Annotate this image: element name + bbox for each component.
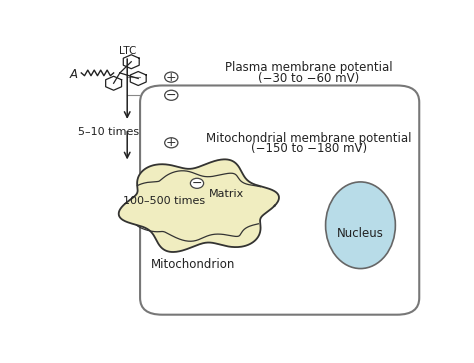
Text: (−150 to −180 mV): (−150 to −180 mV): [251, 142, 367, 155]
Circle shape: [164, 90, 178, 100]
Text: +: +: [166, 136, 177, 149]
Circle shape: [164, 72, 178, 82]
Text: Mitochondrion: Mitochondrion: [151, 258, 236, 271]
Text: 100–500 times: 100–500 times: [123, 196, 205, 207]
Text: Mitochondrial membrane potential: Mitochondrial membrane potential: [206, 132, 412, 145]
Ellipse shape: [326, 182, 395, 269]
Text: A: A: [69, 68, 77, 81]
Text: (−30 to −60 mV): (−30 to −60 mV): [258, 72, 360, 85]
Text: 5–10 times: 5–10 times: [78, 127, 139, 136]
Text: +: +: [166, 70, 177, 83]
Circle shape: [164, 138, 178, 148]
Circle shape: [191, 178, 204, 188]
Text: −: −: [166, 89, 176, 102]
Polygon shape: [118, 159, 279, 252]
Text: −: −: [192, 177, 202, 190]
FancyBboxPatch shape: [140, 86, 419, 315]
Text: Nucleus: Nucleus: [337, 227, 384, 240]
Text: Plasma membrane potential: Plasma membrane potential: [225, 61, 393, 74]
Text: LTC: LTC: [118, 45, 136, 56]
Text: Matrix: Matrix: [209, 189, 244, 200]
